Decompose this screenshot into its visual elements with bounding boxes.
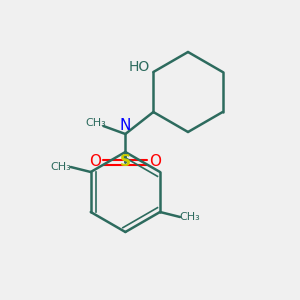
Text: S: S: [120, 154, 131, 169]
Text: CH₃: CH₃: [180, 212, 200, 222]
Text: N: N: [120, 118, 131, 134]
Text: CH₃: CH₃: [50, 162, 71, 172]
Text: HO: HO: [129, 60, 150, 74]
Text: CH₃: CH₃: [85, 118, 106, 128]
Text: O: O: [89, 154, 101, 169]
Text: O: O: [149, 154, 161, 169]
